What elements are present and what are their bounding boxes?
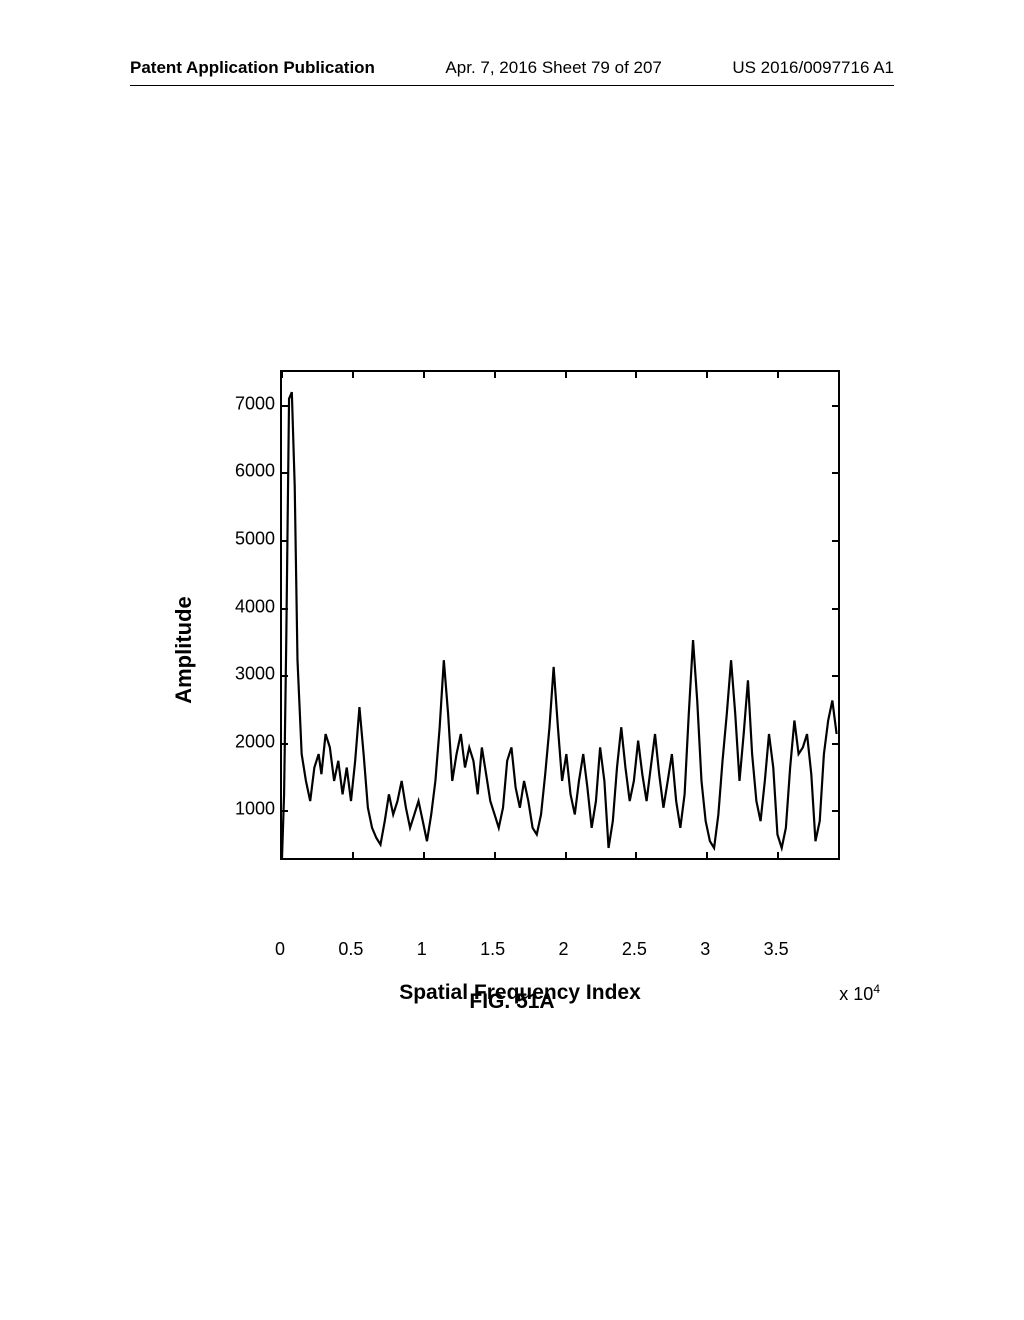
header-rule bbox=[130, 85, 894, 86]
plot-area bbox=[280, 370, 840, 860]
x-tick-mark-top bbox=[281, 372, 283, 378]
y-tick-mark bbox=[282, 540, 288, 542]
page-header: Patent Application Publication Apr. 7, 2… bbox=[0, 58, 1024, 78]
y-tick-mark bbox=[282, 405, 288, 407]
y-tick-mark-right bbox=[832, 743, 838, 745]
x-tick-mark bbox=[423, 852, 425, 858]
y-tick-mark-right bbox=[832, 405, 838, 407]
x-tick-label: 0.5 bbox=[338, 939, 363, 960]
y-tick-mark-right bbox=[832, 608, 838, 610]
y-tick-label: 3000 bbox=[225, 664, 275, 685]
x-tick-mark bbox=[352, 852, 354, 858]
x-tick-mark bbox=[706, 852, 708, 858]
y-tick-mark bbox=[282, 743, 288, 745]
x-axis-multiplier: x 104 bbox=[839, 982, 880, 1005]
header-center: Apr. 7, 2016 Sheet 79 of 207 bbox=[445, 58, 661, 78]
y-tick-label: 4000 bbox=[225, 596, 275, 617]
x-tick-label: 2 bbox=[559, 939, 569, 960]
y-tick-mark bbox=[282, 810, 288, 812]
figure-caption: FIG. 51A bbox=[469, 990, 554, 1014]
header-left: Patent Application Publication bbox=[130, 58, 375, 78]
y-tick-label: 1000 bbox=[225, 799, 275, 820]
amplitude-chart: Amplitude Spatial Frequency Index x 104 … bbox=[180, 370, 860, 930]
x-tick-mark bbox=[281, 852, 283, 858]
x-tick-label: 0 bbox=[275, 939, 285, 960]
y-tick-mark-right bbox=[832, 675, 838, 677]
y-tick-mark-right bbox=[832, 810, 838, 812]
x-tick-mark-top bbox=[423, 372, 425, 378]
x-tick-label: 3.5 bbox=[764, 939, 789, 960]
x-multiplier-exp: 4 bbox=[873, 982, 880, 996]
x-tick-mark bbox=[777, 852, 779, 858]
x-tick-mark bbox=[494, 852, 496, 858]
x-tick-mark-top bbox=[565, 372, 567, 378]
y-tick-label: 5000 bbox=[225, 528, 275, 549]
x-multiplier-base: x 10 bbox=[839, 984, 873, 1004]
x-tick-label: 3 bbox=[700, 939, 710, 960]
y-tick-label: 7000 bbox=[225, 393, 275, 414]
y-tick-label: 2000 bbox=[225, 731, 275, 752]
y-tick-mark bbox=[282, 472, 288, 474]
x-tick-mark-top bbox=[706, 372, 708, 378]
y-tick-label: 6000 bbox=[225, 461, 275, 482]
x-tick-label: 1.5 bbox=[480, 939, 505, 960]
x-tick-mark-top bbox=[352, 372, 354, 378]
y-tick-mark-right bbox=[832, 540, 838, 542]
x-tick-mark-top bbox=[494, 372, 496, 378]
y-axis-label: Amplitude bbox=[171, 596, 197, 704]
x-tick-mark-top bbox=[635, 372, 637, 378]
header-right: US 2016/0097716 A1 bbox=[732, 58, 894, 78]
x-tick-mark bbox=[635, 852, 637, 858]
x-tick-mark bbox=[565, 852, 567, 858]
y-tick-mark bbox=[282, 608, 288, 610]
y-tick-mark bbox=[282, 675, 288, 677]
x-tick-label: 2.5 bbox=[622, 939, 647, 960]
spectrum-line bbox=[282, 372, 838, 858]
x-tick-label: 1 bbox=[417, 939, 427, 960]
x-tick-mark-top bbox=[777, 372, 779, 378]
y-tick-mark-right bbox=[832, 472, 838, 474]
